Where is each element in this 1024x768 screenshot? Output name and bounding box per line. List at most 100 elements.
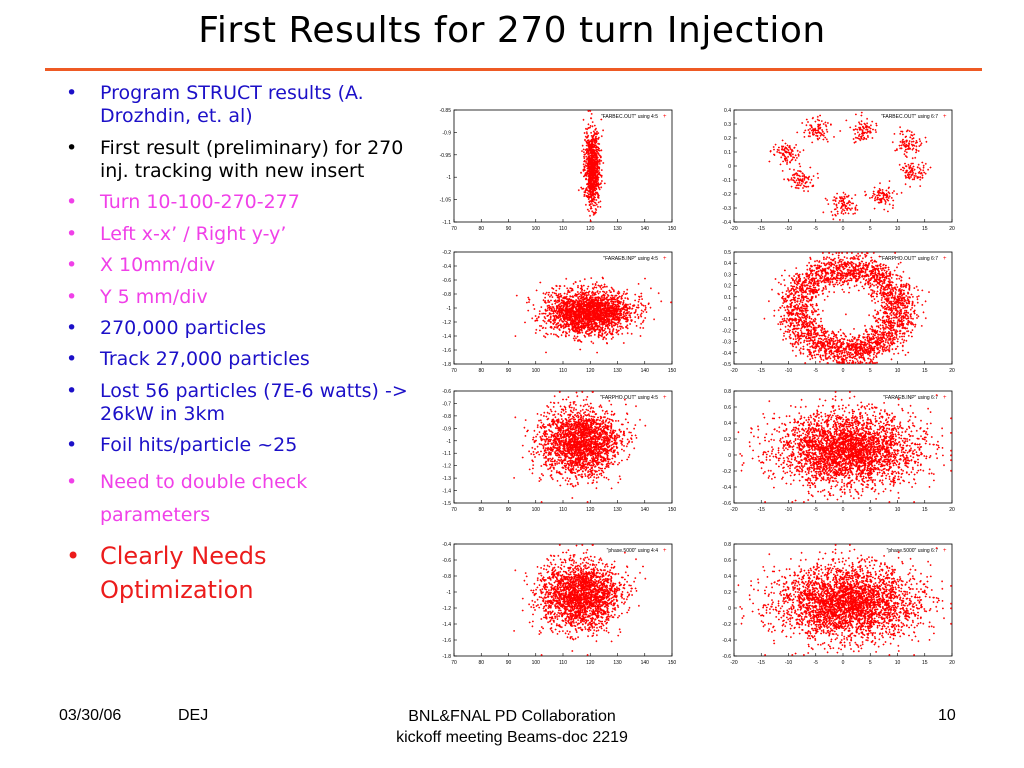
y-tick-label: -0.2 bbox=[722, 622, 731, 628]
y-tick-label: -0.85 bbox=[440, 108, 452, 114]
bullet-item: • Turn 10-100-270-277 bbox=[66, 191, 416, 214]
x-tick-label: -20 bbox=[730, 226, 737, 232]
x-tick-label: 20 bbox=[949, 368, 955, 374]
y-tick-label: 0.4 bbox=[724, 108, 731, 114]
x-tick-label: 140 bbox=[641, 660, 650, 666]
x-tick-label: 90 bbox=[506, 368, 512, 374]
bullet-marker: • bbox=[66, 191, 78, 214]
x-tick-label: -10 bbox=[785, 660, 792, 666]
bullet-text: Left x-x’ / Right y-y’ bbox=[100, 222, 287, 245]
footer-title-line1: BNL&FNAL PD Collaboration bbox=[408, 708, 616, 725]
x-tick-label: -5 bbox=[814, 507, 819, 513]
bullet-item: • Y 5 mm/div bbox=[66, 286, 416, 309]
y-tick-label: 0.8 bbox=[724, 542, 731, 548]
bullet-item: • Need to double check parameters bbox=[66, 466, 416, 533]
x-tick-label: 0 bbox=[842, 507, 845, 513]
plot-frame bbox=[453, 109, 673, 223]
x-tick-label: 140 bbox=[641, 368, 650, 374]
y-tick-label: -0.3 bbox=[722, 340, 731, 346]
y-tick-label: -0.9 bbox=[442, 130, 451, 136]
plot-legend-marker: + bbox=[663, 114, 667, 120]
x-tick-label: 10 bbox=[895, 368, 901, 374]
x-tick-label: 15 bbox=[922, 368, 928, 374]
x-tick-label: 10 bbox=[895, 660, 901, 666]
x-tick-label: 80 bbox=[478, 660, 484, 666]
y-tick-label: -0.6 bbox=[722, 654, 731, 660]
footer-title: BNL&FNAL PD Collaboration kickoff meetin… bbox=[332, 707, 692, 749]
y-tick-label: -1.1 bbox=[442, 220, 451, 226]
scatter-plot-panel: -0.4 -0.6 -0.8 -1 -1.2 -1.4 -1.6 -1.870 80 90 100 1… bbox=[442, 542, 676, 666]
x-tick-label: 15 bbox=[922, 226, 928, 232]
y-tick-label: 0.5 bbox=[724, 250, 731, 256]
x-tick-label: 120 bbox=[586, 660, 595, 666]
x-tick-label: 0 bbox=[842, 368, 845, 374]
scatter-points bbox=[514, 276, 672, 354]
y-tick-label: 0.2 bbox=[724, 136, 731, 142]
y-tick-label: -0.8 bbox=[442, 292, 451, 298]
x-tick-label: -10 bbox=[785, 507, 792, 513]
y-tick-label: 0.2 bbox=[724, 437, 731, 443]
y-tick-label: 0.4 bbox=[724, 574, 731, 580]
x-tick-label: 90 bbox=[506, 507, 512, 513]
bullet-marker: • bbox=[66, 222, 78, 245]
x-tick-label: -5 bbox=[814, 368, 819, 374]
scatter-points bbox=[768, 111, 932, 221]
x-tick-label: -15 bbox=[758, 660, 765, 666]
y-tick-label: 0.6 bbox=[724, 558, 731, 564]
bullet-item: • Clearly Needs Optimization bbox=[66, 540, 416, 607]
scatter-points bbox=[513, 391, 647, 503]
y-tick-label: -1.2 bbox=[442, 464, 451, 470]
y-tick-label: 0.1 bbox=[724, 295, 731, 301]
y-tick-label: 0.6 bbox=[724, 405, 731, 411]
bullet-text: Need to double check parameters bbox=[100, 470, 308, 526]
y-tick-label: -0.7 bbox=[442, 401, 451, 407]
x-tick-label: 5 bbox=[869, 226, 872, 232]
y-tick-label: -1 bbox=[447, 590, 452, 596]
y-tick-label: -0.8 bbox=[442, 414, 451, 420]
x-tick-label: 110 bbox=[559, 368, 567, 374]
y-tick-label: 0.3 bbox=[724, 272, 731, 278]
bullet-item: • Lost 56 particles (7E-6 watts) -> 26kW … bbox=[66, 380, 416, 427]
x-tick-label: 15 bbox=[922, 507, 928, 513]
x-tick-label: 150 bbox=[668, 660, 677, 666]
bullet-text: First result (preliminary) for 270 inj. … bbox=[100, 136, 404, 183]
y-tick-label: -0.1 bbox=[722, 178, 731, 184]
x-tick-label: 120 bbox=[586, 368, 595, 374]
y-tick-label: 0.3 bbox=[724, 122, 731, 128]
x-tick-label: 130 bbox=[613, 368, 622, 374]
x-tick-label: 0 bbox=[842, 226, 845, 232]
y-tick-label: -1 bbox=[447, 439, 452, 445]
y-tick-label: -0.6 bbox=[442, 389, 451, 395]
scatter-points bbox=[737, 544, 952, 656]
x-tick-label: 110 bbox=[559, 226, 567, 232]
scatter-points bbox=[763, 252, 930, 364]
x-tick-label: 130 bbox=[613, 660, 622, 666]
y-tick-label: -0.5 bbox=[722, 362, 731, 368]
x-tick-label: 20 bbox=[949, 660, 955, 666]
y-tick-label: -0.8 bbox=[442, 574, 451, 580]
y-tick-label: -1.4 bbox=[442, 489, 451, 495]
x-tick-label: 20 bbox=[949, 226, 955, 232]
bullet-marker: • bbox=[66, 434, 78, 457]
plot-legend-label: "FARPHO.OUT" using 6:7 bbox=[880, 256, 938, 262]
scatter-plot-panel: -0.2 -0.4 -0.6 -0.8 -1 -1.2 -1.4 -1.6 -1.870 80 90… bbox=[442, 250, 676, 374]
bullet-text: Track 27,000 particles bbox=[100, 348, 310, 371]
bullet-item: • First result (preliminary) for 270 inj.… bbox=[66, 137, 416, 184]
plot-legend-label: "FARBEC.OUT" using 6:7 bbox=[881, 114, 938, 120]
y-tick-label: 0 bbox=[728, 164, 731, 170]
x-tick-label: 100 bbox=[532, 507, 541, 513]
y-tick-label: -1.1 bbox=[442, 451, 451, 457]
x-tick-label: 10 bbox=[895, 226, 901, 232]
title-underline bbox=[45, 68, 982, 71]
y-tick-label: 0.8 bbox=[724, 389, 731, 395]
x-tick-label: 130 bbox=[613, 226, 622, 232]
y-tick-label: -1.8 bbox=[442, 654, 451, 660]
scatter-points bbox=[577, 110, 606, 222]
plot-legend-marker: + bbox=[663, 395, 667, 401]
y-tick-label: -1.2 bbox=[442, 606, 451, 612]
x-tick-label: 5 bbox=[869, 368, 872, 374]
plot-legend-marker: + bbox=[943, 395, 947, 401]
x-tick-label: -10 bbox=[785, 368, 792, 374]
bullet-list: • Program STRUCT results (A. Drozhdin, et… bbox=[66, 82, 416, 615]
bullet-marker: • bbox=[66, 136, 78, 159]
